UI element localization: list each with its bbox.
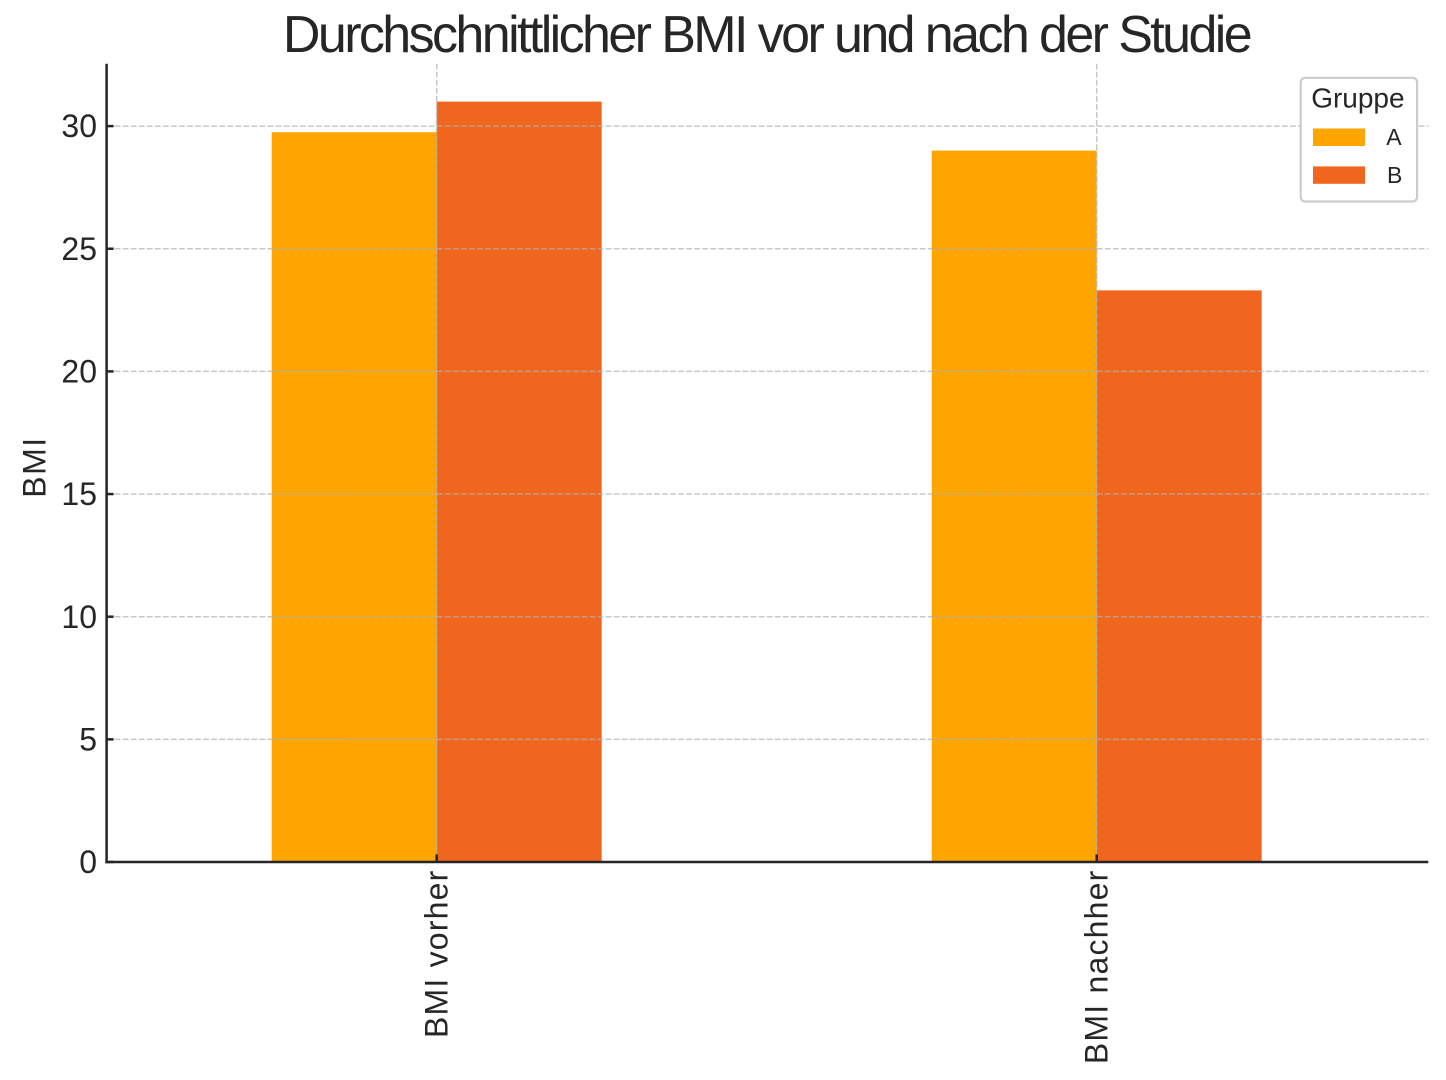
svg-text:15: 15 [61,476,97,512]
svg-text:BMI nachher: BMI nachher [1079,870,1115,1065]
svg-text:Durchschnittlicher BMI vor und: Durchschnittlicher BMI vor und nach der … [283,6,1251,64]
svg-text:0: 0 [79,844,97,880]
svg-text:BMI vorher: BMI vorher [419,870,455,1038]
svg-text:10: 10 [61,599,97,635]
svg-text:30: 30 [61,108,97,144]
svg-text:B: B [1387,162,1402,188]
svg-text:20: 20 [61,354,97,390]
svg-text:BMI: BMI [16,436,52,497]
svg-text:Gruppe: Gruppe [1311,82,1404,113]
svg-text:25: 25 [61,231,97,267]
svg-text:A: A [1386,124,1402,150]
svg-text:5: 5 [79,721,97,757]
